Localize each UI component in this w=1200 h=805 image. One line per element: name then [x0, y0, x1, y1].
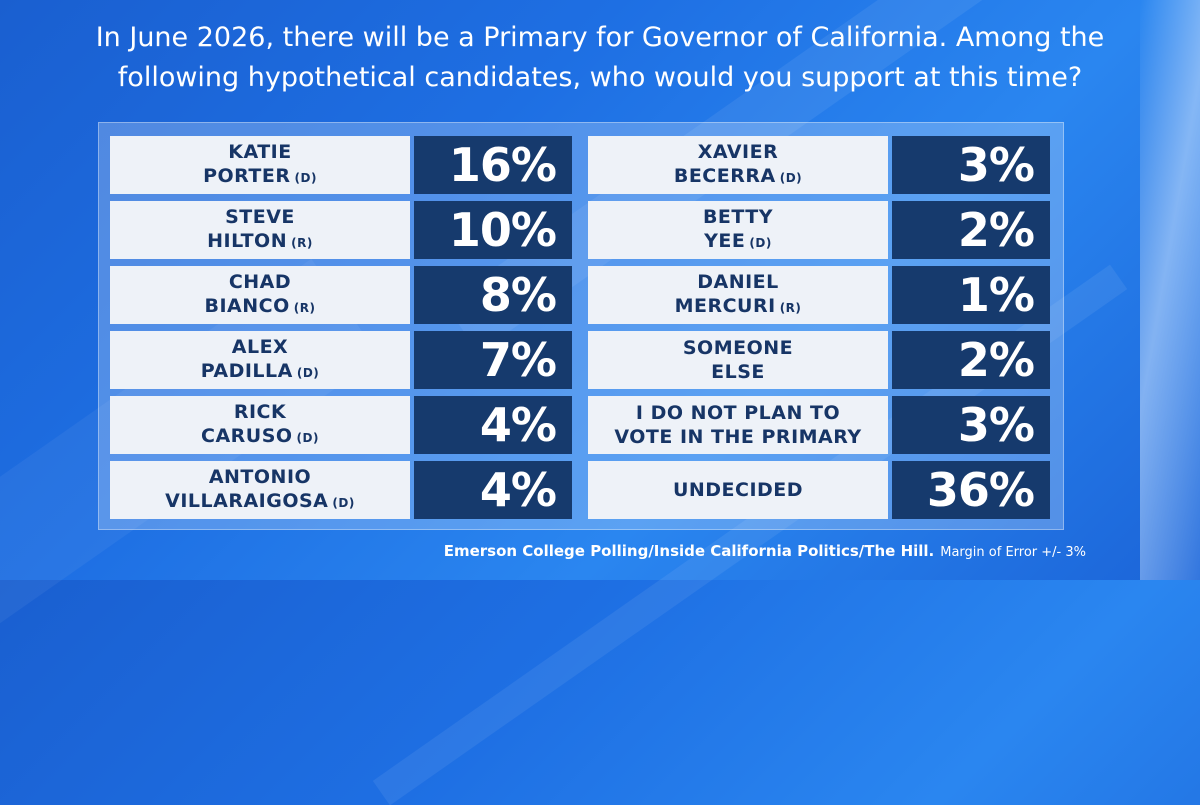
percentage-value: 1% [892, 266, 1050, 324]
party-label: (D) [296, 431, 319, 445]
candidate-name: CHAD BIANCO (R) [110, 266, 410, 324]
percentage-value: 16% [414, 136, 572, 194]
party-label: (D) [749, 236, 772, 250]
candidate-name-line-1: STEVE [225, 206, 295, 228]
candidate-name: XAVIER BECERRA (D) [588, 136, 888, 194]
candidate-name: ALEX PADILLA (D) [110, 331, 410, 389]
party-label: (D) [296, 366, 320, 380]
background-edge-highlight [1140, 0, 1200, 580]
party-label: (R) [779, 301, 802, 315]
candidate-name-line-1: RICK [233, 401, 287, 423]
result-row: ANTONIO VILLARAIGOSA (D) 4% [110, 461, 572, 519]
candidate-name-line-2: BECERRA (D) [673, 165, 803, 187]
percentage-value: 3% [892, 396, 1050, 454]
result-row: SOMEONE ELSE 2% [588, 331, 1050, 389]
source-text: Emerson College Polling/Inside Californi… [443, 542, 935, 560]
result-row: UNDECIDED 36% [588, 461, 1050, 519]
candidate-name: UNDECIDED [588, 461, 888, 519]
percentage-value: 4% [414, 461, 572, 519]
party-label: (D) [294, 171, 317, 185]
result-row: DANIEL MERCURI (R) 1% [588, 266, 1050, 324]
candidate-name-line-1: XAVIER [697, 141, 779, 163]
candidate-name-line-2: CARUSO (D) [201, 425, 319, 447]
candidate-name-line-2: HILTON (R) [207, 230, 313, 252]
candidate-name-line-1: UNDECIDED [672, 479, 804, 501]
candidate-name-line-2: MERCURI (R) [674, 295, 802, 317]
candidate-name-line-1: I DO NOT PLAN TO [635, 402, 841, 424]
candidate-name-line-1: DANIEL [697, 271, 779, 293]
candidate-name-line-2: PADILLA (D) [200, 360, 320, 382]
candidate-name: I DO NOT PLAN TO VOTE IN THE PRIMARY [588, 396, 888, 454]
candidate-name-line-2: VILLARAIGOSA (D) [165, 490, 355, 512]
candidate-name: STEVE HILTON (R) [110, 201, 410, 259]
result-row: RICK CARUSO (D) 4% [110, 396, 572, 454]
candidate-name-line-2: PORTER (D) [203, 165, 317, 187]
percentage-value: 36% [892, 461, 1050, 519]
percentage-value: 3% [892, 136, 1050, 194]
candidate-name: KATIE PORTER (D) [110, 136, 410, 194]
result-row: KATIE PORTER (D) 16% [110, 136, 572, 194]
percentage-value: 8% [414, 266, 572, 324]
result-row: ALEX PADILLA (D) 7% [110, 331, 572, 389]
result-row: BETTY YEE (D) 2% [588, 201, 1050, 259]
percentage-value: 4% [414, 396, 572, 454]
candidate-name: BETTY YEE (D) [588, 201, 888, 259]
candidate-name-line-1: KATIE [228, 141, 292, 163]
result-row: XAVIER BECERRA (D) 3% [588, 136, 1050, 194]
source-footer: Emerson College Polling/Inside Californi… [0, 542, 1086, 560]
candidate-name-line-2: ELSE [711, 361, 765, 383]
candidate-name-line-1: ANTONIO [208, 466, 312, 488]
candidate-name-line-1: SOMEONE [682, 337, 794, 359]
party-label: (R) [293, 301, 316, 315]
poll-question: In June 2026, there will be a Primary fo… [0, 18, 1200, 98]
result-row: STEVE HILTON (R) 10% [110, 201, 572, 259]
result-row: CHAD BIANCO (R) 8% [110, 266, 572, 324]
question-line-2: following hypothetical candidates, who w… [117, 62, 1083, 93]
question-line-1: In June 2026, there will be a Primary fo… [95, 22, 1105, 53]
candidate-name-line-1: CHAD [228, 271, 292, 293]
candidate-name: DANIEL MERCURI (R) [588, 266, 888, 324]
percentage-value: 7% [414, 331, 572, 389]
party-label: (R) [291, 236, 313, 250]
result-row: I DO NOT PLAN TO VOTE IN THE PRIMARY 3% [588, 396, 1050, 454]
percentage-value: 2% [892, 331, 1050, 389]
candidate-name: SOMEONE ELSE [588, 331, 888, 389]
percentage-value: 2% [892, 201, 1050, 259]
candidate-name-line-1: ALEX [231, 336, 289, 358]
percentage-value: 10% [414, 201, 572, 259]
candidate-name-line-2: BIANCO (R) [204, 295, 316, 317]
candidate-name-line-2: VOTE IN THE PRIMARY [614, 426, 862, 448]
candidate-name: ANTONIO VILLARAIGOSA (D) [110, 461, 410, 519]
party-label: (D) [332, 496, 355, 510]
candidate-name-line-2: YEE (D) [704, 230, 772, 252]
candidate-name: RICK CARUSO (D) [110, 396, 410, 454]
party-label: (D) [779, 171, 803, 185]
margin-of-error: Margin of Error +/- 3% [940, 545, 1086, 560]
candidate-name-line-1: BETTY [702, 206, 774, 228]
